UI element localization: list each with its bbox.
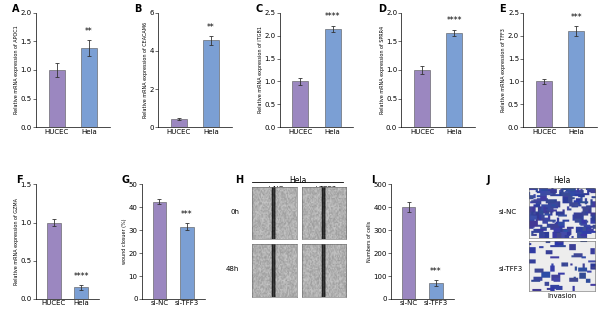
Text: ****: **** — [325, 12, 340, 21]
Bar — [74, 287, 88, 299]
Text: G: G — [122, 175, 130, 185]
Y-axis label: wound closuer (%): wound closuer (%) — [122, 219, 127, 265]
Text: Hela: Hela — [553, 176, 571, 185]
Text: ***: *** — [181, 210, 193, 219]
Text: Hela: Hela — [289, 176, 307, 185]
Y-axis label: Relative mRNA expression of TFF3: Relative mRNA expression of TFF3 — [502, 28, 506, 112]
Bar — [180, 227, 194, 299]
Bar — [568, 31, 584, 127]
Bar — [170, 119, 187, 127]
Text: B: B — [134, 3, 142, 14]
Text: si-TFF3: si-TFF3 — [499, 266, 523, 272]
Text: si-NC: si-NC — [265, 186, 284, 191]
Y-axis label: Numbers of cells: Numbers of cells — [367, 221, 372, 262]
Text: J: J — [487, 175, 490, 185]
Text: ***: *** — [571, 13, 582, 22]
Bar — [429, 283, 443, 299]
Bar — [292, 81, 308, 127]
Text: A: A — [13, 3, 20, 14]
Text: H: H — [235, 175, 244, 185]
Bar — [414, 70, 430, 127]
Text: C: C — [256, 3, 263, 14]
Y-axis label: Relative mRNA expression of APOC1: Relative mRNA expression of APOC1 — [14, 25, 19, 114]
Text: E: E — [500, 3, 506, 14]
Y-axis label: Relative mRNA expression of GZMA: Relative mRNA expression of GZMA — [14, 198, 19, 285]
Text: 48h: 48h — [226, 266, 239, 272]
Text: Invasion: Invasion — [547, 293, 577, 299]
Bar — [152, 202, 166, 299]
Text: si-TFF3: si-TFF3 — [313, 186, 337, 191]
Text: D: D — [378, 3, 386, 14]
Text: si-NC: si-NC — [499, 209, 517, 215]
Y-axis label: Relative mRNA expression of SPRR4: Relative mRNA expression of SPRR4 — [380, 26, 385, 114]
Bar — [203, 40, 219, 127]
Bar — [446, 33, 463, 127]
Text: F: F — [16, 175, 23, 185]
Text: **: ** — [207, 23, 215, 31]
Bar — [325, 29, 341, 127]
Text: ****: **** — [73, 272, 89, 280]
Text: ****: **** — [446, 16, 462, 25]
Bar — [49, 70, 65, 127]
Bar — [81, 48, 97, 127]
Text: ***: *** — [430, 266, 442, 276]
Text: I: I — [371, 175, 374, 185]
Text: 0h: 0h — [230, 209, 239, 215]
Bar — [536, 81, 552, 127]
Text: **: ** — [85, 27, 93, 36]
Bar — [402, 207, 415, 299]
Bar — [47, 223, 61, 299]
Y-axis label: Relative mRNA expression of CEACAM6: Relative mRNA expression of CEACAM6 — [143, 22, 148, 118]
Y-axis label: Relative mRNA expression of ITGB1: Relative mRNA expression of ITGB1 — [258, 26, 263, 114]
